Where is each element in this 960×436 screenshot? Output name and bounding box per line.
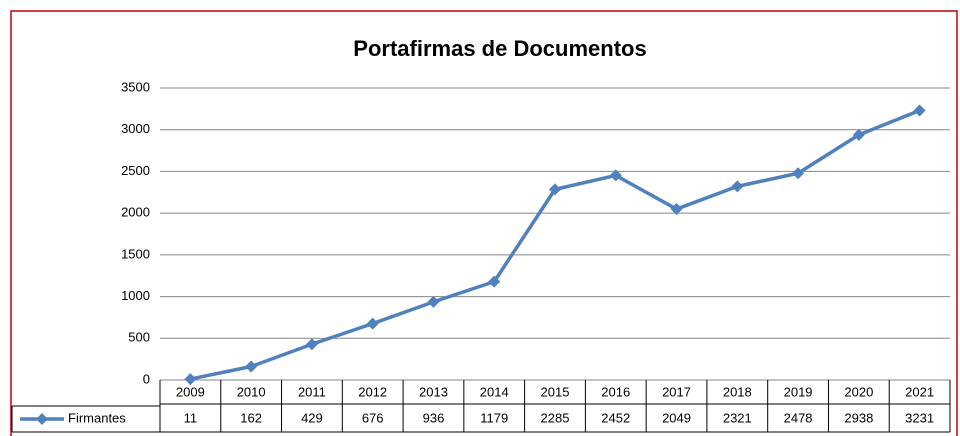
table-value: 2478: [784, 410, 813, 425]
data-point: [913, 104, 926, 117]
x-tick-label: 2021: [905, 384, 934, 399]
table-value: 2452: [601, 410, 630, 425]
data-point: [366, 317, 379, 330]
x-tick-label: 2019: [784, 384, 813, 399]
table-value: 3231: [905, 410, 934, 425]
x-tick-label: 2015: [541, 384, 570, 399]
table-value: 162: [240, 410, 262, 425]
y-tick-label: 3500: [121, 79, 150, 94]
data-point: [670, 203, 683, 216]
y-tick-label: 2000: [121, 205, 150, 220]
data-point: [427, 295, 440, 308]
table-value: 2321: [723, 410, 752, 425]
x-tick-label: 2009: [176, 384, 205, 399]
data-point: [792, 167, 805, 180]
x-tick-label: 2016: [601, 384, 630, 399]
data-point: [305, 338, 318, 351]
legend-label: Firmantes: [68, 410, 126, 425]
table-value: 2049: [662, 410, 691, 425]
data-point: [245, 360, 258, 373]
table-value: 11: [184, 410, 198, 425]
data-point: [731, 180, 744, 193]
data-point: [184, 373, 197, 386]
table-value: 2938: [844, 410, 873, 425]
table-value: 676: [362, 410, 384, 425]
data-point: [549, 183, 561, 196]
x-tick-label: 2011: [298, 384, 326, 399]
y-tick-label: 1000: [121, 288, 150, 303]
chart-title: Portafirmas de Documentos: [353, 36, 646, 61]
y-tick-label: 3000: [121, 121, 150, 136]
legend-marker: [36, 413, 48, 425]
x-tick-label: 2012: [358, 384, 387, 399]
frame: [10, 10, 958, 436]
data-point: [852, 128, 865, 141]
data-point: [609, 169, 622, 182]
table-value: 936: [423, 410, 445, 425]
y-tick-label: 500: [128, 330, 150, 345]
data-point: [488, 275, 501, 288]
x-tick-label: 2020: [844, 384, 873, 399]
table-value: 1179: [480, 410, 508, 425]
table-value: 429: [301, 410, 323, 425]
x-tick-label: 2013: [419, 384, 448, 399]
x-tick-label: 2010: [237, 384, 266, 399]
y-tick-label: 1500: [121, 246, 150, 261]
y-tick-label: 0: [143, 371, 150, 386]
x-tick-label: 2018: [723, 384, 752, 399]
x-tick-label: 2014: [480, 384, 509, 399]
table-value: 2285: [541, 410, 570, 425]
y-tick-label: 2500: [121, 163, 150, 178]
x-tick-label: 2017: [662, 384, 691, 399]
